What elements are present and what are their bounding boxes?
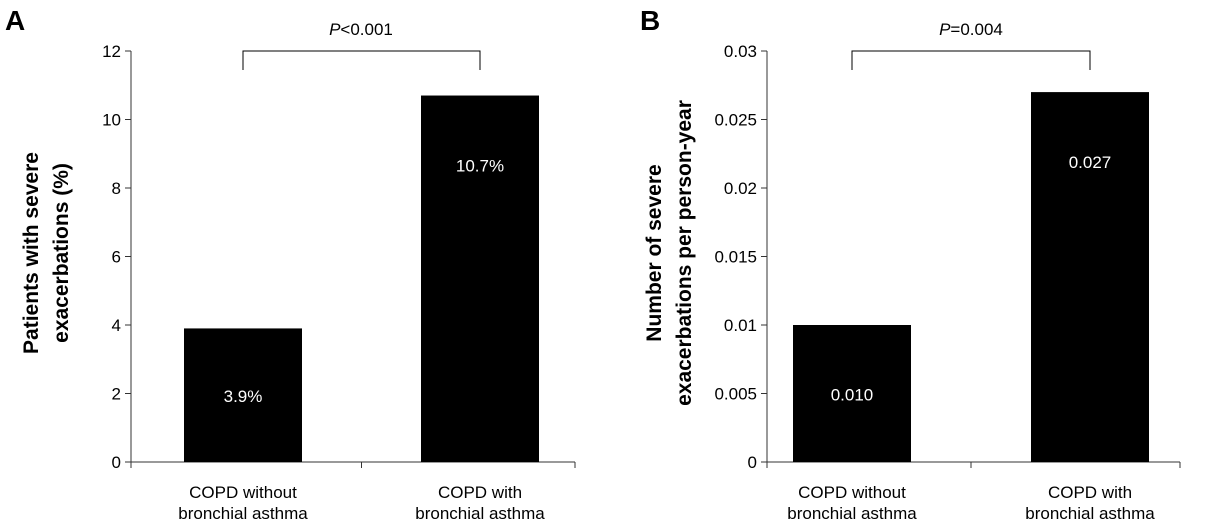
- significance-label: P<0.001: [329, 20, 393, 39]
- y-tick-label: 8: [112, 179, 121, 198]
- y-tick-label: 0.02: [724, 179, 757, 198]
- x-category-label-line: bronchial asthma: [1025, 504, 1155, 523]
- y-tick-label: 10: [102, 111, 121, 130]
- data-label: 0.027: [1069, 153, 1112, 172]
- y-axis-label: Number of severe: [643, 164, 666, 341]
- y-tick-label: 0.03: [724, 42, 757, 61]
- x-category-label-line: bronchial asthma: [415, 504, 545, 523]
- significance-value: =0.004: [950, 20, 1002, 39]
- bar: [1031, 92, 1149, 462]
- y-tick-label: 0: [748, 453, 757, 472]
- data-label: 0.010: [831, 385, 874, 404]
- x-category-label: COPD with bronchial asthma: [415, 483, 545, 523]
- data-label: 10.7%: [456, 157, 504, 176]
- x-category-label-line: bronchial asthma: [178, 504, 308, 523]
- significance-value: <0.001: [340, 20, 392, 39]
- x-category-label-line: bronchial asthma: [787, 504, 917, 523]
- significance-p: P: [939, 20, 951, 39]
- x-category-label-line: COPD with: [438, 483, 522, 502]
- x-category-label: COPD without bronchial asthma: [178, 483, 308, 523]
- y-axis-label: exacerbations per person-year: [673, 100, 696, 406]
- data-label: 3.9%: [224, 387, 263, 406]
- panel-b: B 0 0.005 0.01 0.015 0.02 0.025 0.03 0.010 COPD w…: [640, 5, 1181, 523]
- y-tick-label: 0.015: [714, 248, 757, 267]
- y-tick-label: 12: [102, 42, 121, 61]
- x-category-label: COPD without bronchial asthma: [787, 483, 917, 523]
- y-tick-label: 4: [112, 316, 121, 335]
- y-tick-label: 0.01: [724, 316, 757, 335]
- y-axis-label: exacerbations (%): [50, 163, 73, 343]
- bar: [184, 328, 302, 462]
- y-tick-label: 6: [112, 248, 121, 267]
- y-tick-label: 2: [112, 385, 121, 404]
- x-category-label-line: COPD without: [189, 483, 297, 502]
- x-category-label: COPD with bronchial asthma: [1025, 483, 1155, 523]
- significance-bracket: [242, 50, 481, 70]
- y-tick-label: 0.005: [714, 385, 757, 404]
- significance-label: P=0.004: [939, 20, 1003, 39]
- significance-p: P: [329, 20, 341, 39]
- bar: [793, 325, 911, 462]
- panel-letter: A: [5, 5, 25, 36]
- bar: [421, 95, 539, 463]
- x-category-label-line: COPD with: [1048, 483, 1132, 502]
- panel-a: A 0 2 4 6 8 10 12 3.9% COPD without bronchial asth…: [5, 5, 576, 523]
- y-axis-label: Patients with severe: [20, 152, 43, 354]
- significance-bracket: [851, 50, 1091, 70]
- x-category-label-line: COPD without: [798, 483, 906, 502]
- y-tick-label: 0.025: [714, 111, 757, 130]
- y-tick-label: 0: [112, 453, 121, 472]
- panel-letter: B: [640, 5, 660, 36]
